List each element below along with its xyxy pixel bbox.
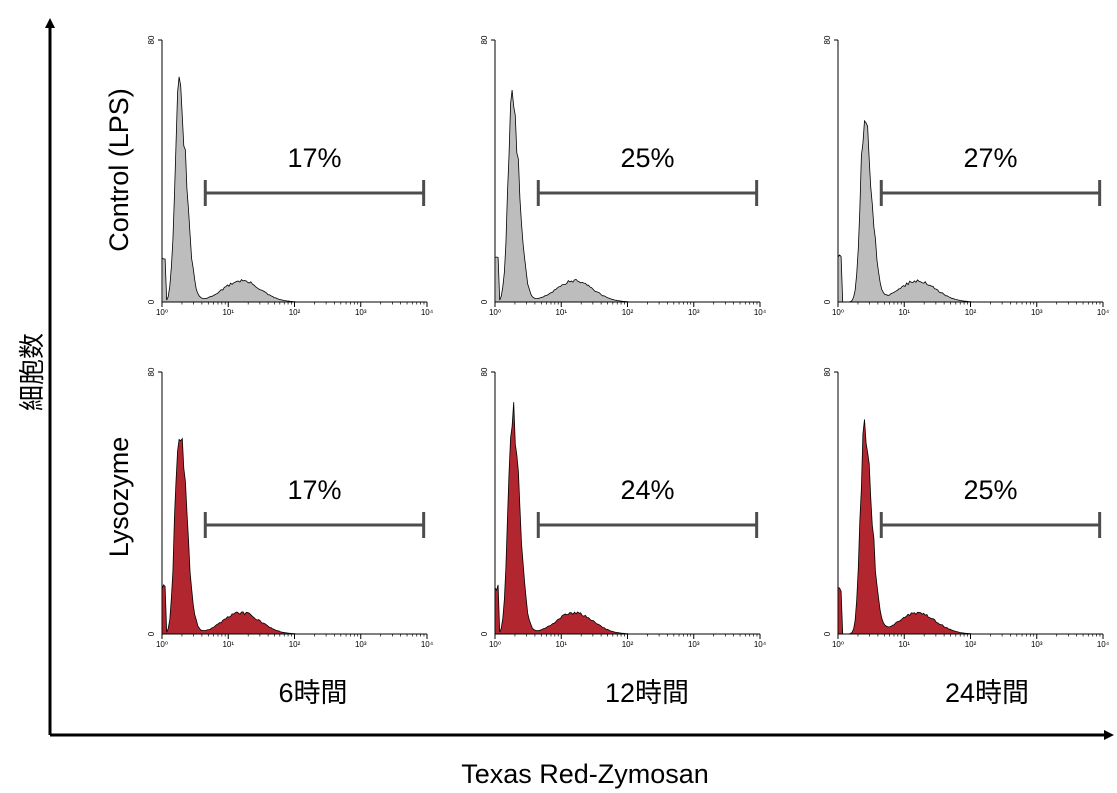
gate-bar xyxy=(879,180,1102,206)
x-tick-label: 10⁴ xyxy=(1097,640,1110,649)
y-tick-label: 80 xyxy=(823,367,832,376)
y-tick-label: 80 xyxy=(480,367,489,376)
histogram-area xyxy=(161,437,427,635)
y-tick-label: 0 xyxy=(480,299,489,304)
x-tick-label: 10³ xyxy=(688,640,700,649)
column-label-24h: 24時間 xyxy=(945,678,1029,708)
y-axis-title: 細胞数 xyxy=(17,333,47,411)
x-tick-label: 10³ xyxy=(1031,308,1043,317)
gate-bar xyxy=(879,512,1102,538)
y-tick-label: 80 xyxy=(480,35,489,44)
x-tick-label: 10¹ xyxy=(555,308,567,317)
x-tick-label: 10² xyxy=(622,308,634,317)
column-label-6h: 6時間 xyxy=(278,678,347,708)
histogram-area xyxy=(837,419,1103,635)
gate-percent-label: 25% xyxy=(963,475,1017,505)
x-tick-label: 10⁰ xyxy=(489,308,501,317)
histogram-area xyxy=(494,89,760,303)
gate-bar xyxy=(203,512,426,538)
row-label-control: Control (LPS) xyxy=(104,88,134,252)
x-tick-label: 10⁴ xyxy=(754,308,767,317)
x-tick-label: 10⁴ xyxy=(421,640,434,649)
x-tick-label: 10¹ xyxy=(555,640,567,649)
gate-percent-label: 24% xyxy=(620,475,674,505)
x-tick-label: 10⁴ xyxy=(421,308,434,317)
x-tick-label: 10⁰ xyxy=(832,308,844,317)
x-tick-label: 10² xyxy=(965,640,977,649)
histogram-area xyxy=(161,76,427,303)
gate-bar xyxy=(536,180,759,206)
x-tick-label: 10¹ xyxy=(222,640,234,649)
x-tick-label: 10⁰ xyxy=(489,640,501,649)
x-tick-label: 10³ xyxy=(355,640,367,649)
x-tick-label: 10⁴ xyxy=(754,640,767,649)
x-tick-label: 10² xyxy=(965,308,977,317)
x-tick-label: 10⁰ xyxy=(156,308,168,317)
x-tick-label: 10¹ xyxy=(222,308,234,317)
column-label-12h: 12時間 xyxy=(605,678,689,708)
x-tick-label: 10⁰ xyxy=(832,640,844,649)
x-tick-label: 10² xyxy=(622,640,634,649)
x-tick-label: 10⁴ xyxy=(1097,308,1110,317)
x-tick-label: 10¹ xyxy=(898,308,910,317)
row-label-lysozyme: Lysozyme xyxy=(104,437,134,558)
gate-percent-label: 17% xyxy=(287,143,341,173)
x-tick-label: 10³ xyxy=(688,308,700,317)
x-tick-label: 10³ xyxy=(355,308,367,317)
gate-bar xyxy=(203,180,426,206)
y-tick-label: 80 xyxy=(823,35,832,44)
x-axis-title: Texas Red-Zymosan xyxy=(461,759,709,789)
y-tick-label: 0 xyxy=(823,631,832,636)
x-tick-label: 10² xyxy=(289,308,301,317)
x-tick-label: 10¹ xyxy=(898,640,910,649)
gate-percent-label: 27% xyxy=(963,143,1017,173)
y-tick-label: 0 xyxy=(480,631,489,636)
gate-percent-label: 17% xyxy=(287,475,341,505)
gate-percent-label: 25% xyxy=(620,143,674,173)
x-tick-label: 10⁰ xyxy=(156,640,168,649)
y-tick-label: 0 xyxy=(823,299,832,304)
x-tick-label: 10³ xyxy=(1031,640,1043,649)
y-tick-label: 80 xyxy=(147,367,156,376)
gate-bar xyxy=(536,512,759,538)
x-tick-label: 10² xyxy=(289,640,301,649)
y-tick-label: 0 xyxy=(147,299,156,304)
y-tick-label: 0 xyxy=(147,631,156,636)
y-tick-label: 80 xyxy=(147,35,156,44)
histogram-area xyxy=(494,402,760,635)
